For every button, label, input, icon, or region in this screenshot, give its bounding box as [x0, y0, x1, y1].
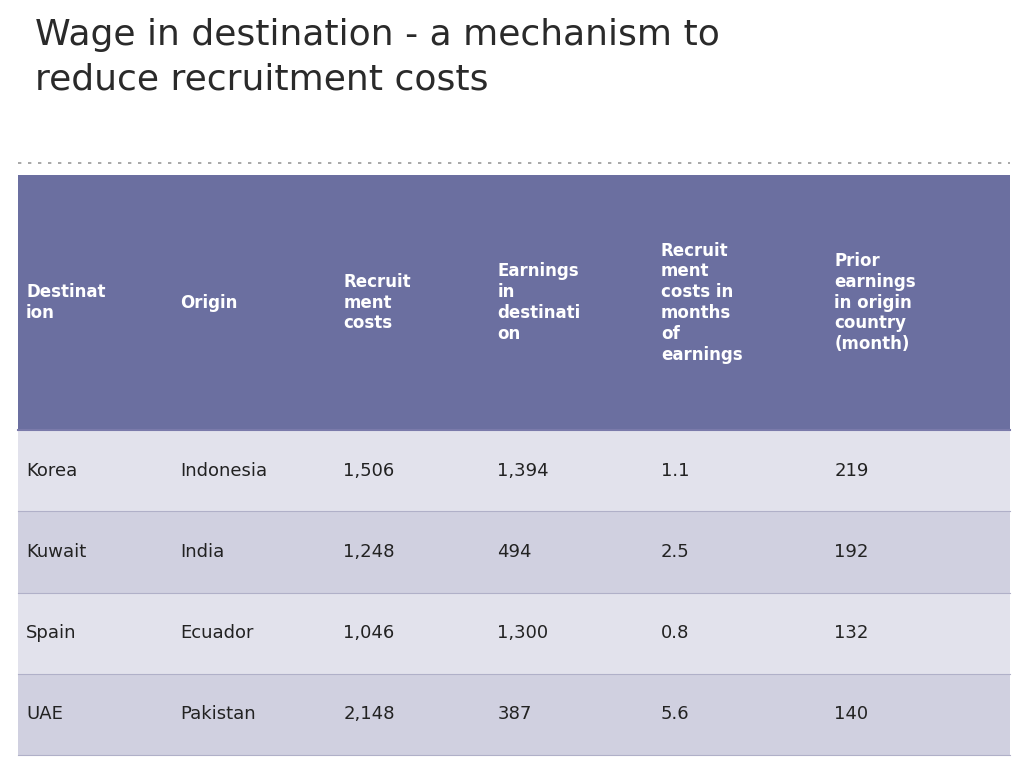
Text: 219: 219: [835, 462, 868, 480]
Text: 1.1: 1.1: [660, 462, 689, 480]
Text: Earnings
in
destinati
on: Earnings in destinati on: [498, 263, 581, 343]
Text: 132: 132: [835, 624, 868, 642]
Text: Spain: Spain: [26, 624, 77, 642]
Text: 1,046: 1,046: [343, 624, 394, 642]
Text: 1,506: 1,506: [343, 462, 394, 480]
Text: Kuwait: Kuwait: [26, 543, 86, 561]
Text: 1,300: 1,300: [498, 624, 548, 642]
Text: 140: 140: [835, 705, 868, 723]
Text: 0.8: 0.8: [660, 624, 689, 642]
Text: 1,394: 1,394: [498, 462, 549, 480]
Text: Korea: Korea: [26, 462, 77, 480]
Text: Ecuador: Ecuador: [180, 624, 253, 642]
Text: Recruit
ment
costs in
months
of
earnings: Recruit ment costs in months of earnings: [660, 241, 742, 363]
Text: 2,148: 2,148: [343, 705, 395, 723]
Text: 192: 192: [835, 543, 868, 561]
Text: India: India: [180, 543, 224, 561]
Text: Origin: Origin: [180, 293, 238, 312]
Text: Prior
earnings
in origin
country
(month): Prior earnings in origin country (month): [835, 252, 916, 353]
Text: Pakistan: Pakistan: [180, 705, 255, 723]
Text: 387: 387: [498, 705, 531, 723]
Text: Recruit
ment
costs: Recruit ment costs: [343, 273, 411, 333]
Text: 2.5: 2.5: [660, 543, 689, 561]
Text: Destinat
ion: Destinat ion: [26, 283, 105, 322]
Text: 1,248: 1,248: [343, 543, 395, 561]
Text: Wage in destination - a mechanism to
reduce recruitment costs: Wage in destination - a mechanism to red…: [35, 18, 720, 97]
Text: Indonesia: Indonesia: [180, 462, 267, 480]
Text: 494: 494: [498, 543, 531, 561]
Text: UAE: UAE: [26, 705, 62, 723]
Text: 5.6: 5.6: [660, 705, 689, 723]
